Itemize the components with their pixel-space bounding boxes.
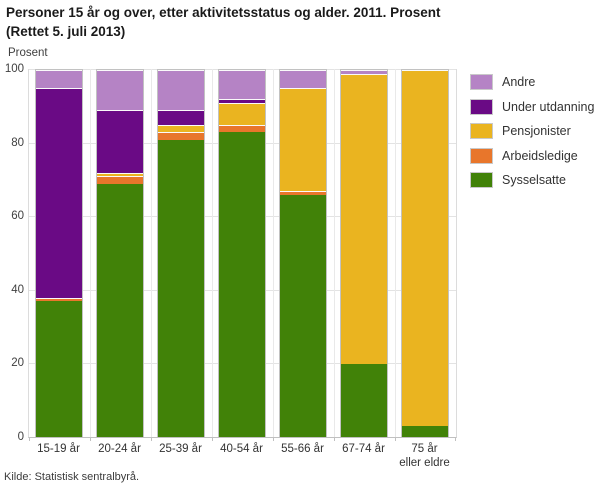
bar-segment-pensjonister xyxy=(97,172,143,177)
bar-segment-pensjonister xyxy=(341,73,387,364)
x-gridline xyxy=(212,69,213,437)
stacked-bar xyxy=(218,69,266,437)
category-slot xyxy=(151,69,212,437)
y-tick-label: 40 xyxy=(11,283,24,296)
x-axis-tick xyxy=(90,437,91,441)
bar-segment-andre xyxy=(158,70,204,111)
bar-segment-sysselsatte xyxy=(158,139,204,437)
x-axis-label: 55-66 år xyxy=(281,443,324,455)
bar-segment-sysselsatte xyxy=(341,363,387,437)
x-gridline xyxy=(273,69,274,437)
category-slot xyxy=(90,69,151,437)
category-slot xyxy=(273,69,334,437)
stacked-bar xyxy=(279,69,327,437)
bar-segment-sysselsatte xyxy=(219,132,265,437)
bar-segment-arbeidsledige xyxy=(158,132,204,140)
legend-label: Arbeidsledige xyxy=(502,148,578,163)
legend-item: Andre xyxy=(470,74,594,90)
x-gridline xyxy=(90,69,91,437)
x-axis-tick xyxy=(455,437,456,441)
x-axis-label: 40-54 år xyxy=(220,443,263,455)
legend-label: Andre xyxy=(502,75,536,89)
legend-item: Under utdanning xyxy=(470,98,595,115)
category-slot xyxy=(395,69,456,437)
bar-segment-under-utdanning xyxy=(219,99,265,104)
bar-segment-pensjonister xyxy=(402,70,448,426)
x-axis-label: 75 år eller eldre xyxy=(399,443,450,469)
bar-segment-under-utdanning xyxy=(36,88,82,298)
legend: Andre Under utdanning Pensjonister Arbeidsl… xyxy=(470,74,594,197)
y-tick-label: 0 xyxy=(17,431,24,443)
bar-segment-pensjonister xyxy=(219,103,265,126)
stacked-bar xyxy=(340,69,388,437)
bar-segment-arbeidsledige xyxy=(219,125,265,133)
legend-swatch-under-utdanning xyxy=(470,98,493,115)
bar-segment-andre xyxy=(97,70,143,111)
category-slot xyxy=(29,69,90,437)
stacked-bar xyxy=(157,69,205,437)
x-gridline xyxy=(151,69,152,437)
x-gridline xyxy=(395,69,396,437)
x-gridline xyxy=(334,69,335,437)
legend-item: Arbeidsledige xyxy=(470,147,594,164)
y-tick-label: 100 xyxy=(4,63,24,75)
legend-swatch-pensjonister xyxy=(470,123,493,139)
stacked-bar xyxy=(35,69,83,437)
chart-title-line1: Personer 15 år og over, etter aktivitets… xyxy=(6,5,441,20)
bar-segment-andre xyxy=(280,70,326,89)
x-axis-label: 15-19 år xyxy=(37,443,80,455)
legend-swatch-andre xyxy=(470,74,493,90)
x-axis-label: 20-24 år xyxy=(98,443,141,455)
legend-swatch-sysselsatte xyxy=(470,172,493,188)
bar-segment-andre xyxy=(341,70,387,74)
x-axis-tick xyxy=(273,437,274,441)
x-axis-tick xyxy=(334,437,335,441)
category-slot xyxy=(334,69,395,437)
bar-segment-arbeidsledige xyxy=(280,191,326,195)
legend-item: Sysselsatte xyxy=(470,172,594,188)
bar-segment-sysselsatte xyxy=(97,183,143,437)
category-slot xyxy=(212,69,273,437)
bar-slots xyxy=(29,69,456,437)
x-axis-tick xyxy=(395,437,396,441)
stacked-bar xyxy=(401,69,449,437)
plot-area xyxy=(28,69,457,441)
x-axis-tick xyxy=(151,437,152,441)
legend-label: Pensjonister xyxy=(502,124,571,138)
y-tick-label: 60 xyxy=(11,210,24,223)
bar-segment-andre xyxy=(36,70,82,89)
x-axis-tick xyxy=(29,437,30,441)
bar-segment-arbeidsledige xyxy=(97,176,143,184)
y-axis-title: Prosent xyxy=(8,47,48,59)
bar-segment-sysselsatte xyxy=(36,301,82,437)
y-tick-label: 80 xyxy=(11,136,24,149)
bar-segment-andre xyxy=(219,70,265,100)
bar-segment-under-utdanning xyxy=(158,110,204,126)
legend-swatch-arbeidsledige xyxy=(470,147,493,164)
bar-segment-under-utdanning xyxy=(97,110,143,173)
x-axis-label: 25-39 år xyxy=(159,443,202,455)
legend-item: Pensjonister xyxy=(470,123,594,139)
chart-title-line2: (Rettet 5. juli 2013) xyxy=(6,24,126,39)
bar-segment-arbeidsledige xyxy=(36,297,82,302)
bar-segment-pensjonister xyxy=(280,88,326,192)
bar-segment-sysselsatte xyxy=(402,426,448,437)
x-axis-tick xyxy=(212,437,213,441)
legend-label: Under utdanning xyxy=(502,99,595,114)
source-note: Kilde: Statistisk sentralbyrå. xyxy=(4,471,140,483)
chart-title: Personer 15 år og over, etter aktivitets… xyxy=(6,3,566,41)
bar-segment-pensjonister xyxy=(158,125,204,133)
x-axis-label: 67-74 år xyxy=(342,443,385,455)
y-tick-label: 20 xyxy=(11,357,24,370)
bar-segment-sysselsatte xyxy=(280,194,326,437)
stacked-bar xyxy=(96,69,144,437)
legend-label: Sysselsatte xyxy=(502,173,566,187)
